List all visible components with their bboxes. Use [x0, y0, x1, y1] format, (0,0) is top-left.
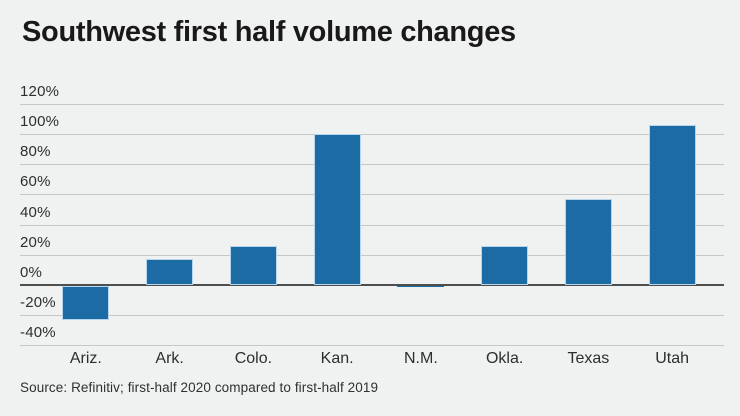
y-axis-label--20%: -20%: [20, 293, 56, 311]
bar-ariz: [62, 285, 110, 321]
zero-baseline: [20, 283, 724, 286]
bar-nm: [397, 285, 445, 288]
bar-colo: [229, 245, 277, 285]
bar-kan: [313, 134, 361, 285]
chart-title: Southwest first half volume changes: [22, 16, 516, 48]
gridline-80%: [20, 164, 724, 166]
bar-utah: [648, 125, 696, 285]
x-axis-label-texas: Texas: [567, 350, 610, 367]
y-axis-label-0%: 0%: [20, 263, 43, 281]
bar-texas: [564, 198, 612, 285]
bar-okla: [481, 245, 529, 285]
y-axis-label--40%: -40%: [20, 324, 56, 341]
x-axis-label-okla: Okla.: [485, 350, 524, 367]
x-axis-label-ariz: Ariz.: [69, 350, 102, 367]
source-attribution: Source: Refinitiv; first-half 2020 compa…: [20, 380, 379, 395]
x-axis-label-colo: Colo.: [234, 350, 273, 367]
y-axis-label-40%: 40%: [20, 203, 51, 221]
gridline-120%: [20, 104, 724, 105]
x-axis-label-ark: Ark.: [155, 350, 184, 367]
x-axis-label-nm: N.M.: [403, 350, 438, 367]
y-axis-label-100%: 100%: [20, 113, 60, 131]
gridline-60%: [20, 194, 724, 196]
bar-ark: [146, 259, 194, 285]
gridline--40%: [20, 345, 724, 346]
y-axis-label-80%: 80%: [20, 143, 51, 161]
x-axis-label-kan: Kan.: [320, 350, 354, 367]
gridline-100%: [20, 134, 724, 136]
y-axis-label-120%: 120%: [20, 83, 60, 100]
y-axis-label-60%: 60%: [20, 173, 51, 191]
y-axis-label-20%: 20%: [20, 233, 51, 251]
gridline--20%: [20, 314, 724, 316]
x-axis-label-utah: Utah: [655, 350, 690, 367]
gridline-40%: [20, 224, 724, 226]
gridline-20%: [20, 254, 724, 256]
